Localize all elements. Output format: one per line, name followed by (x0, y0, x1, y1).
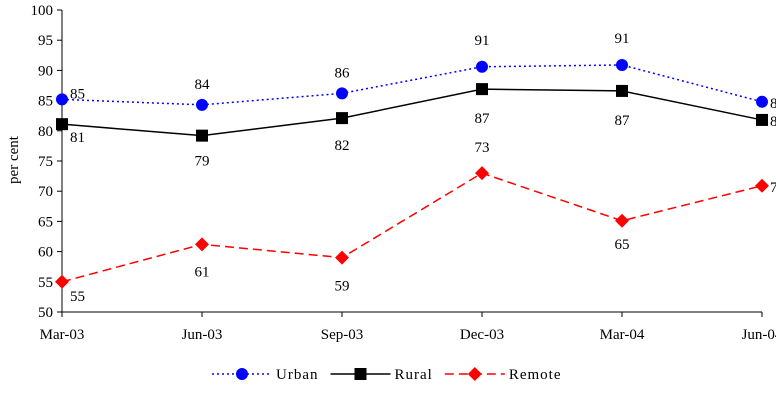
series-line-remote (61, 172, 763, 283)
x-tick-label: Sep-03 (321, 327, 364, 343)
legend-item-remote: Remote (444, 367, 562, 383)
data-label-remote: 61 (195, 264, 210, 280)
data-label-rural: 82 (335, 138, 350, 154)
data-label-rural: 87 (615, 113, 631, 129)
data-point-rural (756, 113, 768, 126)
y-tick-label: 65 (38, 214, 53, 230)
y-tick-label: 60 (38, 245, 53, 261)
data-point-urban (56, 93, 68, 106)
x-tick-label: Jun-04 (742, 327, 776, 343)
data-point-rural (56, 118, 68, 131)
series-rural: 81 79 82 87 87 82 (56, 83, 776, 170)
data-point-rural (196, 129, 208, 142)
legend-marker-remote (467, 367, 482, 381)
data-label-urban: 85 (770, 96, 776, 112)
legend-item-urban: Urban (212, 367, 319, 383)
x-tick-label: Jun-03 (182, 327, 223, 343)
series-urban: 85 84 86 91 91 85 (56, 31, 776, 112)
x-tick-label: Mar-04 (600, 327, 645, 343)
y-tick-label: 85 (38, 94, 53, 110)
y-tick-label: 70 (38, 184, 53, 200)
data-label-urban: 91 (475, 33, 490, 49)
data-label-remote: 65 (615, 237, 630, 253)
y-tick-label: 50 (38, 305, 53, 321)
data-label-urban: 84 (195, 77, 211, 93)
legend-label-urban: Urban (276, 367, 319, 383)
y-tick-label: 75 (38, 154, 53, 170)
data-point-rural (336, 112, 348, 125)
data-point-rural (476, 83, 488, 96)
y-tick-label: 95 (38, 33, 53, 49)
series-remote: 55 61 59 73 65 71 (55, 140, 776, 305)
y-axis-title: per cent (6, 135, 22, 184)
data-label-urban: 85 (70, 86, 85, 102)
series-line-urban (61, 64, 763, 106)
data-point-rural (616, 84, 628, 97)
data-point-remote (615, 213, 629, 228)
data-point-urban (476, 60, 488, 73)
x-tick-label: Mar-03 (40, 327, 85, 343)
data-label-remote: 73 (475, 140, 490, 156)
legend-item-rural: Rural (330, 367, 433, 383)
legend-label-remote: Remote (509, 367, 562, 383)
y-tick-label: 100 (31, 3, 54, 19)
data-point-urban (196, 98, 208, 111)
legend: Urban Rural Remote (212, 367, 562, 383)
legend-marker-urban (236, 368, 248, 380)
data-label-remote: 71 (770, 180, 776, 196)
data-label-remote: 55 (70, 289, 85, 305)
data-point-remote (195, 237, 209, 252)
y-tick-label: 80 (38, 124, 53, 140)
data-point-urban (616, 58, 628, 71)
data-label-rural: 82 (770, 114, 776, 130)
data-point-remote (335, 250, 349, 265)
legend-label-rural: Rural (395, 367, 433, 383)
data-label-urban: 86 (335, 65, 351, 81)
x-tick-label: Dec-03 (460, 327, 504, 343)
data-point-urban (336, 87, 348, 100)
y-tick-label: 90 (38, 63, 53, 79)
data-label-rural: 87 (475, 111, 491, 127)
legend-marker-rural (354, 368, 367, 380)
y-tick-label: 55 (38, 275, 53, 291)
data-point-remote (755, 178, 769, 193)
data-label-rural: 79 (195, 154, 210, 170)
data-point-remote (475, 166, 489, 181)
data-point-remote (55, 274, 69, 289)
series-layer: 85 84 86 91 91 85 81 79 82 87 87 82 55 61 59 73 65 71 (55, 31, 776, 305)
data-label-remote: 59 (335, 279, 350, 295)
data-label-urban: 91 (615, 31, 630, 47)
y-axis-ticks: 50 55 60 65 70 75 80 85 90 95 100 (31, 3, 62, 321)
data-point-urban (756, 95, 768, 108)
x-axis-ticks: Mar-03 Jun-03 Sep-03 Dec-03 Mar-04 Jun-04 (40, 312, 776, 343)
series-line-rural (61, 88, 763, 137)
axes (61, 10, 762, 313)
data-label-rural: 81 (70, 130, 85, 146)
